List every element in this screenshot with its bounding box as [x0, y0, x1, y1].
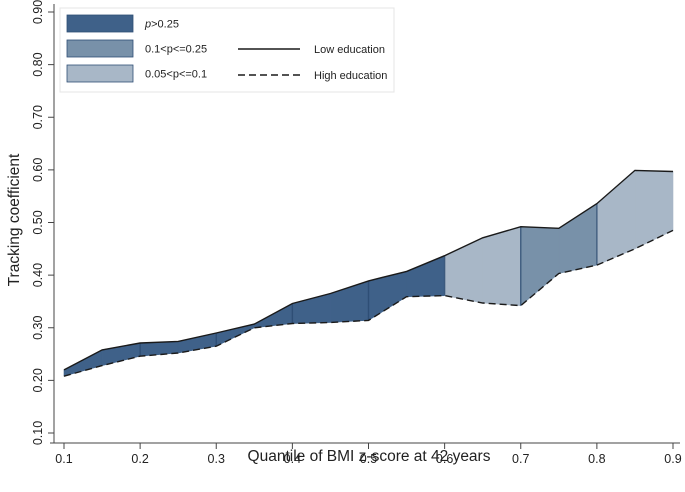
y-tick-label: 0.90: [31, 0, 45, 24]
legend-swatch: [66, 39, 134, 58]
band-segment: [215, 323, 255, 347]
x-axis-label: Quantile of BMI z-score at 42 years: [248, 448, 491, 465]
series-lines: [63, 169, 674, 377]
band-segment: [444, 237, 483, 304]
band-segment: [558, 203, 598, 274]
axis-ticks: 0.1 0.2 0.3 0.4 0.5 0.6 0.7 0.8 0.9 0.10 0.20 0.30 0…: [31, 0, 682, 466]
series-line-low-education: [63, 169, 674, 371]
legend-label: p>0.25: [144, 19, 179, 31]
series-line-high-education: [63, 229, 674, 377]
x-tick-label: 0.8: [588, 452, 605, 466]
legend: p>0.25 0.1<p<=0.25 0.05<p<=0.1 Low educatio…: [59, 7, 395, 93]
x-tick-label: 0.6: [436, 452, 453, 466]
x-tick-label: 0.9: [664, 452, 681, 466]
legend-label: High education: [314, 70, 387, 82]
y-tick-label: 0.80: [31, 52, 45, 76]
p-value-bands: [63, 169, 674, 377]
y-tick-label: 0.70: [31, 105, 45, 129]
band-segment: [406, 255, 445, 298]
y-tick-label: 0.10: [31, 421, 45, 445]
y-tick-label: 0.50: [31, 210, 45, 234]
y-tick-label: 0.20: [31, 368, 45, 392]
x-tick-label: 0.3: [208, 452, 225, 466]
legend-label: 0.1<p<=0.25: [145, 44, 207, 56]
legend-swatch: [66, 64, 134, 83]
x-tick-label: 0.7: [512, 452, 529, 466]
x-tick-label: 0.2: [131, 452, 148, 466]
x-tick-label: 0.4: [284, 452, 301, 466]
band-segment: [63, 349, 103, 377]
x-tick-label: 0.1: [55, 452, 72, 466]
band-segment: [520, 226, 560, 307]
y-tick-label: 0.40: [31, 263, 45, 287]
y-tick-label: 0.60: [31, 158, 45, 182]
band-segment: [482, 226, 522, 306]
plot-axes: [50, 4, 680, 444]
legend-swatch: [66, 14, 134, 33]
legend-label: 0.05<p<=0.1: [145, 69, 207, 81]
y-axis-label: Tracking coefficient: [6, 153, 23, 286]
band-segment: [634, 170, 674, 250]
legend-label: Low education: [314, 44, 385, 56]
y-tick-label: 0.30: [31, 316, 45, 340]
x-tick-label: 0.5: [360, 452, 377, 466]
